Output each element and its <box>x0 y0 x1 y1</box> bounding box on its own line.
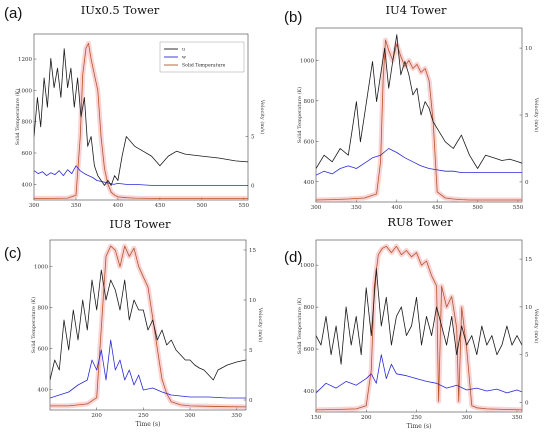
series-line-u <box>316 34 522 169</box>
x-tick-label: 300 <box>311 205 322 211</box>
x-tick-label: 550 <box>513 205 524 211</box>
series-line-w <box>34 165 248 186</box>
y-tick-label: 600 <box>38 347 49 353</box>
series-line-u <box>50 269 246 381</box>
panel-title: IU8 Tower <box>109 217 171 231</box>
series-line-solid-temperature <box>316 39 522 201</box>
y-tick-label: 1000 <box>18 88 32 94</box>
y2-tick-label: 10 <box>249 298 256 304</box>
y2-tick-label: 10 <box>525 305 532 311</box>
legend-label: Solid Temperature <box>182 63 226 69</box>
series-line-w <box>50 339 246 399</box>
y-tick-label: 400 <box>304 180 315 186</box>
x-tick-label: 200 <box>91 413 102 419</box>
panel-letter: (c) <box>4 245 22 262</box>
y2-axis-label: Velocity (m/s) <box>533 308 540 343</box>
y-tick-label: 600 <box>304 139 315 145</box>
x-tick-label: 350 <box>71 203 82 209</box>
x-tick-label: 350 <box>231 413 242 419</box>
x-tick-label: 400 <box>392 205 403 211</box>
panel-title: IUx0.5 Tower <box>81 3 160 17</box>
x-tick-label: 300 <box>185 413 196 419</box>
y-tick-label: 800 <box>22 120 33 126</box>
x-tick-label: 350 <box>351 205 362 211</box>
series-line-w <box>316 148 522 176</box>
panel-letter: (d) <box>284 249 302 266</box>
y-tick-label: 600 <box>304 347 315 353</box>
y2-tick-label: 0 <box>525 400 529 406</box>
y-tick-label: 400 <box>38 388 49 394</box>
y-tick-label: 1000 <box>300 58 314 64</box>
y-tick-label: 1200 <box>18 57 32 63</box>
y2-axis-label: Velocity (m/s) <box>257 307 264 342</box>
x-tick-label: 250 <box>411 415 422 421</box>
y-tick-label: 800 <box>304 99 315 105</box>
series-line-solid-temperature <box>50 245 246 408</box>
y2-tick-label: 10 <box>525 46 532 52</box>
y-axis-label: Solid Temperature (K) <box>14 89 21 145</box>
y2-tick-label: 5 <box>249 348 253 354</box>
x-tick-label: 350 <box>512 415 523 421</box>
y-tick-label: 1000 <box>300 263 314 269</box>
series-line-u <box>316 268 522 365</box>
panel-letter: (a) <box>4 5 22 22</box>
series-line-u <box>34 48 248 186</box>
panel-title: RU8 Tower <box>387 215 453 229</box>
y-axis-label: Solid Temperature (K) <box>296 298 303 354</box>
x-tick-label: 550 <box>239 203 250 209</box>
y-tick-label: 400 <box>22 182 33 188</box>
y-tick-label: 1000 <box>34 265 48 271</box>
y-tick-label: 400 <box>304 389 315 395</box>
x-tick-label: 250 <box>138 413 149 419</box>
y-axis-label: Solid Temperature (K) <box>296 87 303 143</box>
y2-tick-label: 5 <box>525 353 529 359</box>
x-axis-label: Time (s) <box>407 423 432 430</box>
x-tick-label: 500 <box>197 203 208 209</box>
y2-tick-label: 0 <box>251 183 255 189</box>
y-tick-label: 800 <box>38 306 49 312</box>
legend-label: u <box>182 48 185 53</box>
x-tick-label: 450 <box>155 203 166 209</box>
y-tick-label: 600 <box>22 151 33 157</box>
chart-panel: (a) IUx0.5 Tower 300 350 400 450 500 550 400 600 8… <box>4 3 266 209</box>
chart-panel: (c) IU8 Tower 200 250 300 350 400 600 800 1000 0 5 1… <box>4 217 264 428</box>
plot-frame <box>49 239 247 411</box>
x-tick-label: 400 <box>113 203 124 209</box>
y-axis-label: Solid Temperature (K) <box>30 297 37 353</box>
x-tick-label: 300 <box>29 203 40 209</box>
y2-tick-label: 5 <box>525 113 529 119</box>
x-axis-label: Time (s) <box>136 421 161 428</box>
series-line-w <box>316 354 522 394</box>
panel-title: IU4 Tower <box>385 3 447 17</box>
y2-axis-label: Velocity (m/s) <box>259 99 266 134</box>
legend-label: w <box>182 56 186 61</box>
y2-tick-label: 15 <box>525 257 532 263</box>
y2-tick-label: 0 <box>525 180 529 186</box>
panel-letter: (b) <box>284 9 302 26</box>
plot-frame <box>315 27 523 203</box>
y2-tick-label: 0 <box>249 398 253 404</box>
y2-tick-label: 15 <box>249 248 256 254</box>
x-tick-label: 500 <box>472 205 483 211</box>
series-line-solid-temperature <box>34 43 248 199</box>
x-tick-label: 200 <box>361 415 372 421</box>
y2-axis-label: Velocity (m/s) <box>533 97 540 132</box>
plot-frame <box>315 239 523 413</box>
x-tick-label: 450 <box>432 205 443 211</box>
y-tick-label: 800 <box>304 305 315 311</box>
x-tick-label: 150 <box>311 415 322 421</box>
chart-panel: (b) IU4 Tower 300 350 400 450 500 550 400 600 800 1… <box>284 3 540 211</box>
y2-tick-label: 5 <box>251 135 255 141</box>
x-tick-label: 300 <box>461 415 472 421</box>
